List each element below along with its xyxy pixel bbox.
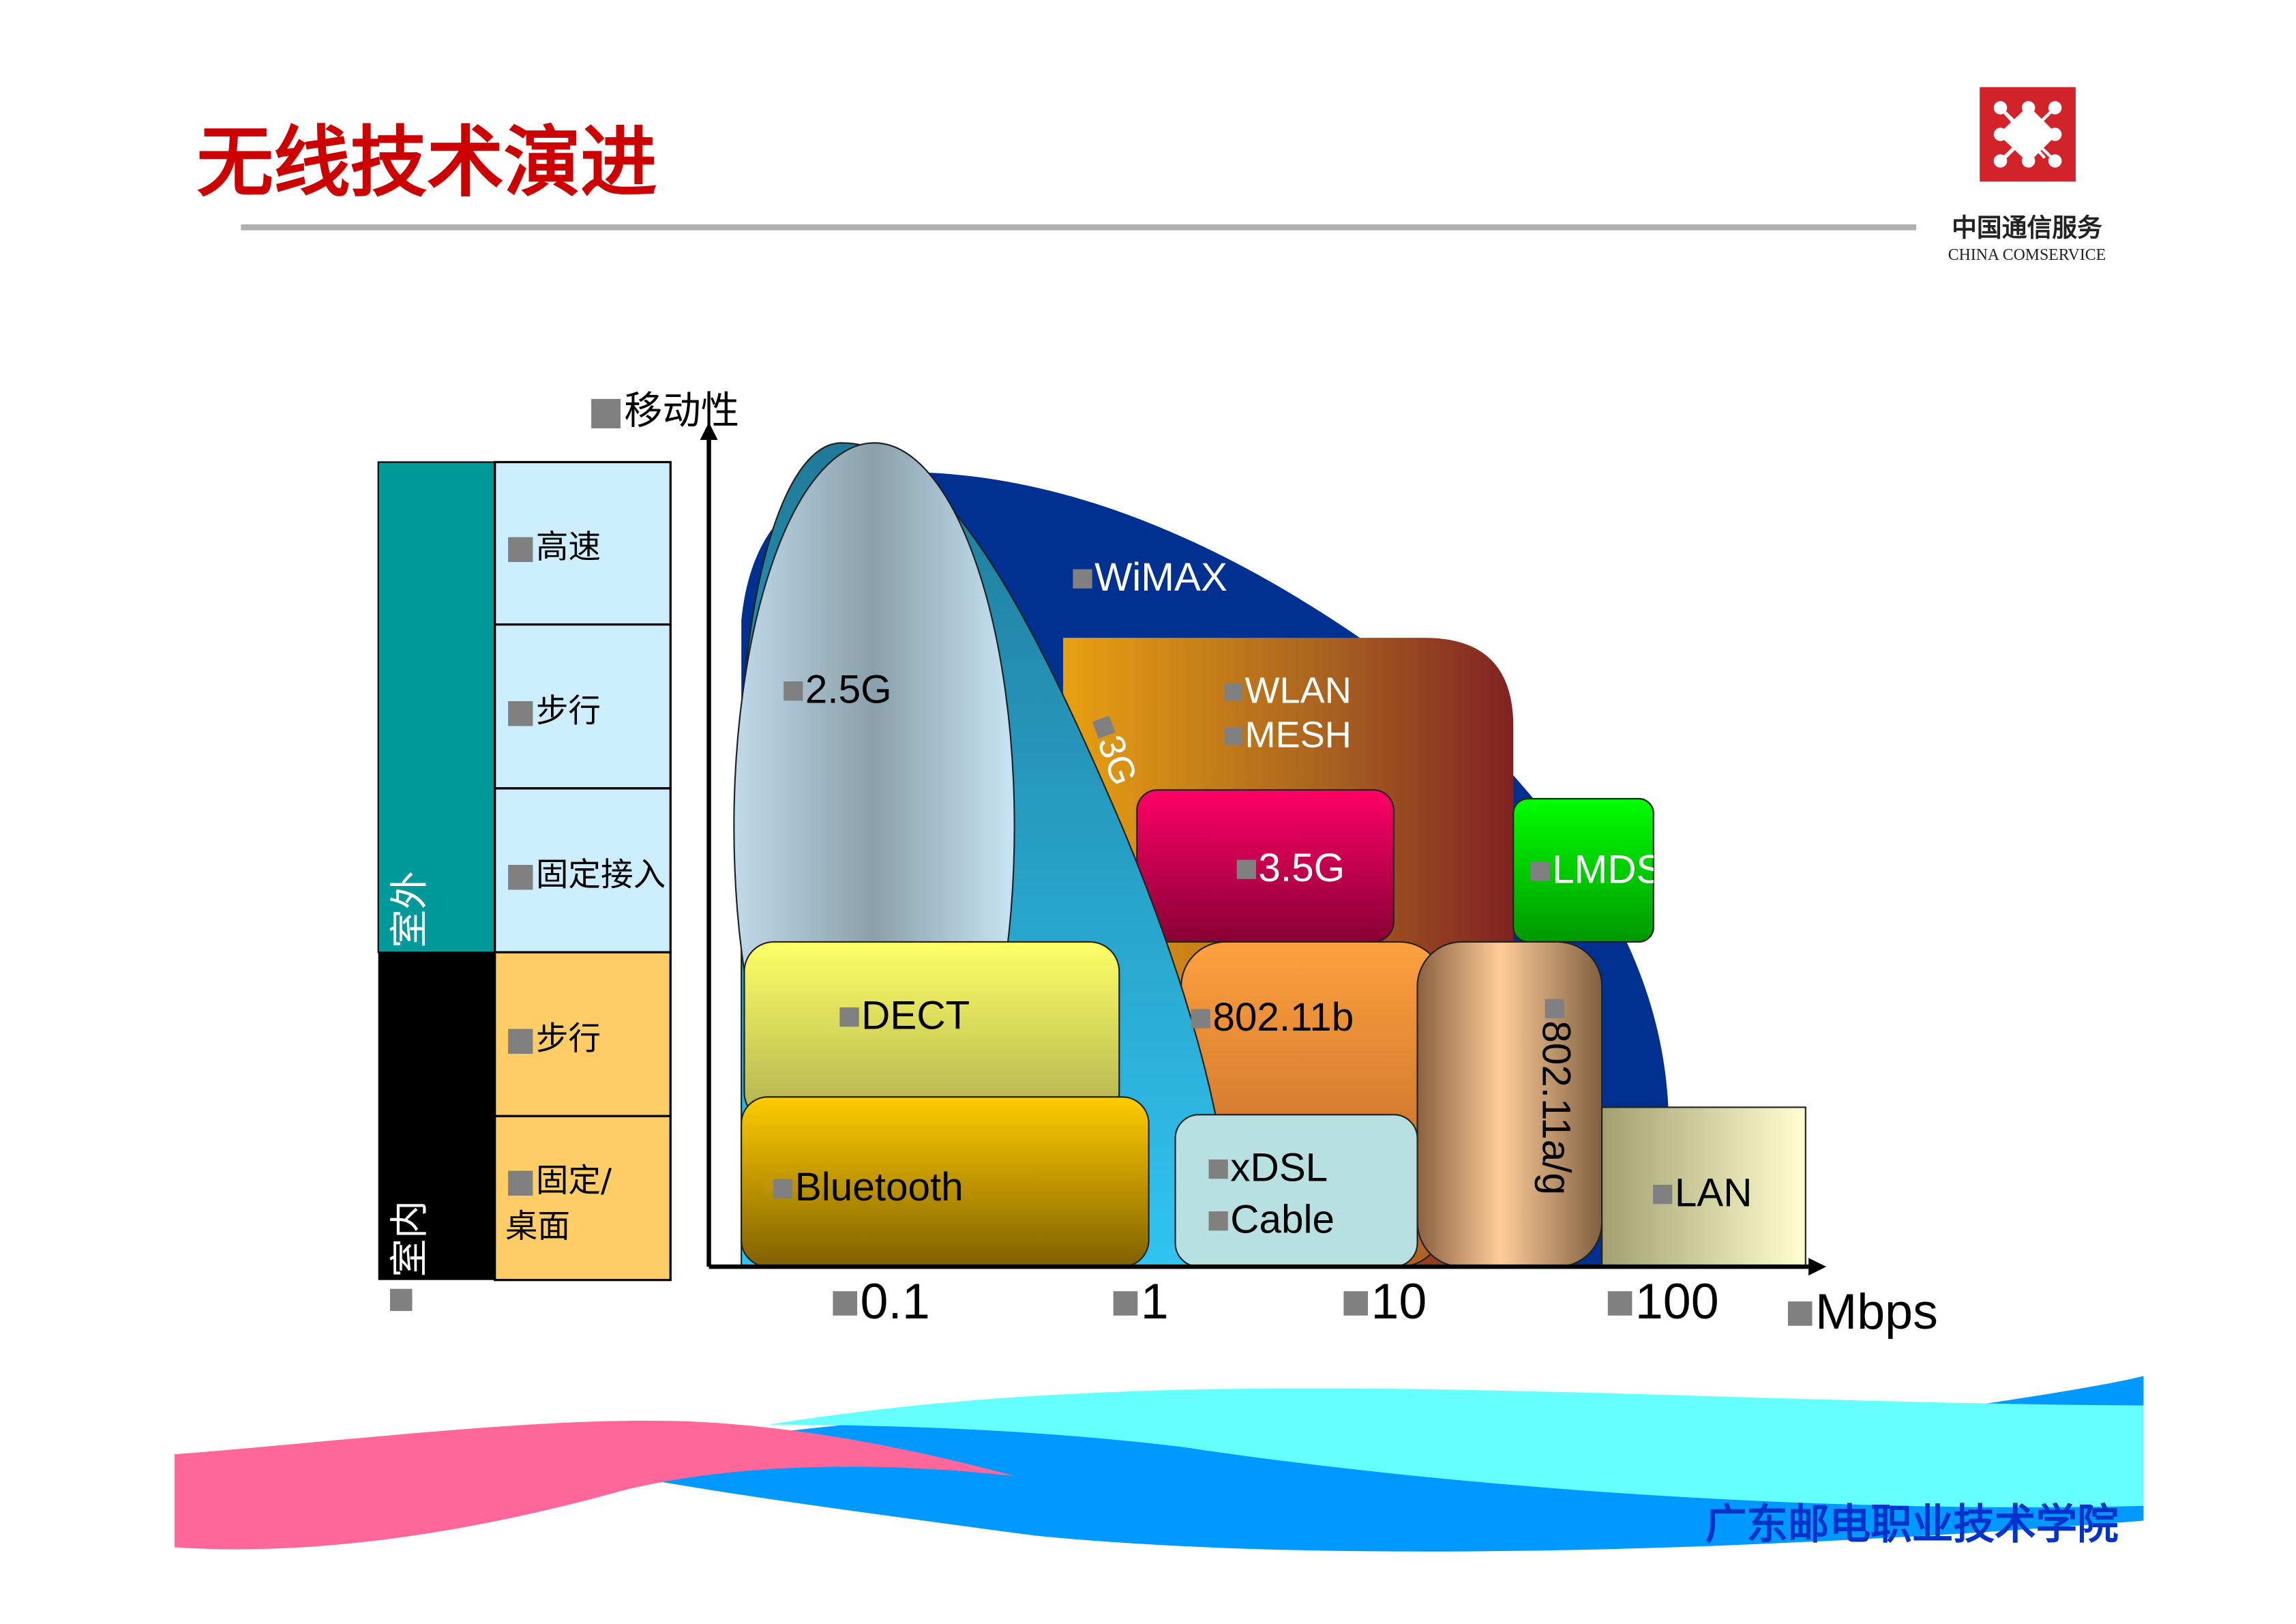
- x-tick-100: ■100: [1605, 1273, 1718, 1329]
- lmds-label: ■LMDS: [1528, 847, 1663, 891]
- indoor-label: 室内: [388, 1200, 432, 1278]
- bluetooth-label: ■Bluetooth: [771, 1165, 963, 1209]
- logo-en-text: CHINA COMSERVICE: [1948, 246, 2106, 264]
- xdsl-cable-region: [1174, 1114, 1418, 1268]
- 802-11b-label: ■802.11b: [1189, 995, 1354, 1039]
- outdoor-group: [377, 461, 496, 954]
- 2-5g-label: ■2.5G: [781, 667, 892, 711]
- row-desktop: 桌面: [505, 1208, 570, 1245]
- slide-title: 无线技术演进: [196, 118, 657, 207]
- y-axis-label: ■移动性: [588, 389, 739, 433]
- outdoor-label: 室外: [388, 871, 432, 948]
- lan-label: ■LAN: [1651, 1170, 1753, 1215]
- 3-5g-label: ■3.5G: [1234, 846, 1345, 890]
- china-comservice-logo-icon: [1980, 87, 2076, 182]
- mesh-label: ■MESH: [1223, 714, 1352, 755]
- row-high-speed: ■高速: [505, 529, 601, 566]
- wimax-label: ■WiMAX: [1071, 555, 1227, 600]
- x-tick-10: ■10: [1341, 1273, 1427, 1329]
- cable-label: ■Cable: [1206, 1197, 1335, 1241]
- x-axis-unit: ■Mbps: [1785, 1283, 1938, 1340]
- x-tick-1: ■1: [1110, 1273, 1168, 1329]
- title-divider: [241, 224, 1917, 231]
- row-fixed-access: ■固定接入: [505, 857, 666, 894]
- mobility-rows: [494, 460, 672, 1282]
- lan-region: [1601, 1106, 1806, 1268]
- wlan-label: ■WLAN: [1223, 670, 1352, 711]
- logo-cn-text: 中国通信服务: [1952, 213, 2102, 242]
- bullet-marker: [390, 1288, 413, 1312]
- dect-label: ■DECT: [837, 994, 970, 1038]
- xdsl-label: ■xDSL: [1206, 1146, 1328, 1190]
- row-outdoor-walking: ■步行: [505, 692, 601, 730]
- x-tick-0-1: ■0.1: [830, 1273, 930, 1329]
- row-fixed: ■固定/: [505, 1162, 612, 1200]
- axes: [700, 422, 1827, 1276]
- 802-11ag-label: ■802.11a/g: [1534, 996, 1579, 1195]
- row-indoor-walking: ■步行: [505, 1020, 601, 1058]
- footer-institution: 广东邮电职业技术学院: [1705, 1500, 2119, 1548]
- indoor-group: [378, 952, 495, 1280]
- lmds-region: [1512, 797, 1654, 943]
- footer-wave-decoration: [174, 1376, 2144, 1552]
